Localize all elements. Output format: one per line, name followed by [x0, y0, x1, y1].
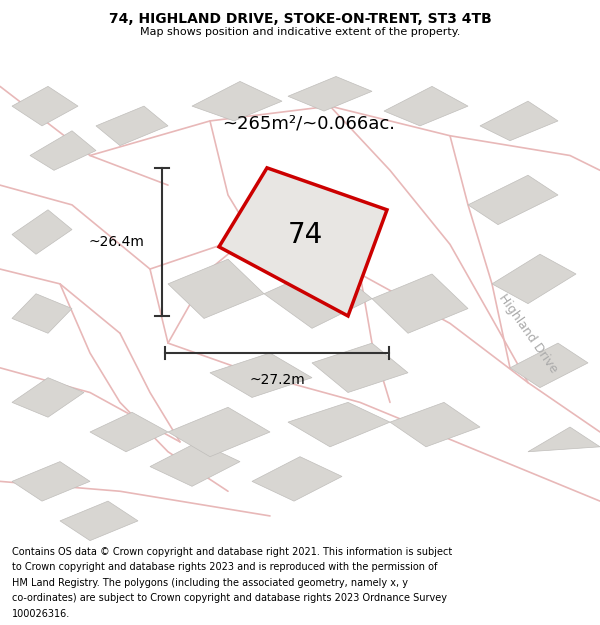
Polygon shape — [12, 462, 90, 501]
Polygon shape — [12, 86, 78, 126]
Polygon shape — [210, 353, 312, 398]
Polygon shape — [12, 378, 84, 418]
Text: 100026316.: 100026316. — [12, 609, 70, 619]
Polygon shape — [288, 76, 372, 111]
Text: ~27.2m: ~27.2m — [249, 372, 305, 387]
Text: ~26.4m: ~26.4m — [88, 235, 144, 249]
Text: co-ordinates) are subject to Crown copyright and database rights 2023 Ordnance S: co-ordinates) are subject to Crown copyr… — [12, 593, 447, 603]
Polygon shape — [219, 168, 387, 316]
Polygon shape — [60, 501, 138, 541]
Polygon shape — [510, 343, 588, 388]
Text: Highland Drive: Highland Drive — [496, 291, 560, 375]
Polygon shape — [150, 442, 240, 486]
Polygon shape — [384, 86, 468, 126]
Polygon shape — [492, 254, 576, 304]
Polygon shape — [312, 343, 408, 392]
Polygon shape — [390, 402, 480, 447]
Polygon shape — [480, 101, 558, 141]
Polygon shape — [252, 457, 342, 501]
Polygon shape — [288, 402, 390, 447]
Polygon shape — [372, 274, 468, 333]
Polygon shape — [528, 427, 600, 452]
Polygon shape — [90, 412, 168, 452]
Polygon shape — [12, 210, 72, 254]
Text: ~265m²/~0.066ac.: ~265m²/~0.066ac. — [222, 114, 395, 132]
Polygon shape — [192, 81, 282, 121]
Polygon shape — [468, 175, 558, 224]
Polygon shape — [96, 106, 168, 146]
Polygon shape — [12, 294, 72, 333]
Polygon shape — [264, 264, 372, 328]
Polygon shape — [30, 131, 96, 170]
Text: HM Land Registry. The polygons (including the associated geometry, namely x, y: HM Land Registry. The polygons (includin… — [12, 578, 408, 587]
Text: 74: 74 — [287, 221, 323, 249]
Polygon shape — [168, 408, 270, 457]
Text: to Crown copyright and database rights 2023 and is reproduced with the permissio: to Crown copyright and database rights 2… — [12, 562, 437, 572]
Text: Map shows position and indicative extent of the property.: Map shows position and indicative extent… — [140, 26, 460, 36]
Text: 74, HIGHLAND DRIVE, STOKE-ON-TRENT, ST3 4TB: 74, HIGHLAND DRIVE, STOKE-ON-TRENT, ST3 … — [109, 12, 491, 26]
Polygon shape — [168, 259, 264, 318]
Text: Contains OS data © Crown copyright and database right 2021. This information is : Contains OS data © Crown copyright and d… — [12, 546, 452, 556]
